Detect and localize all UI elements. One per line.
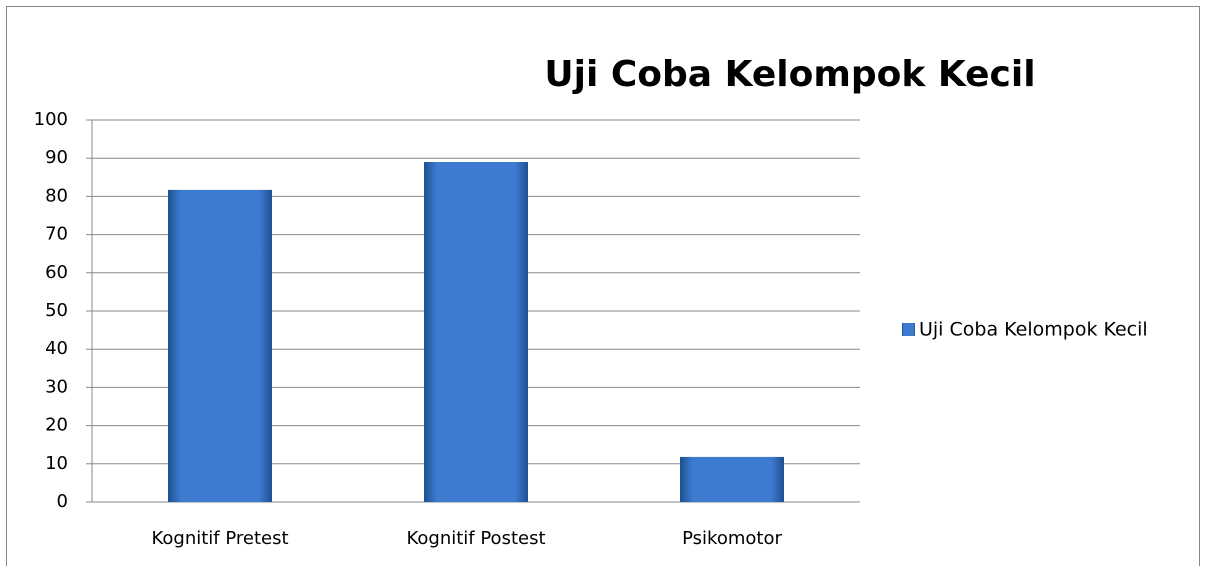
y-tick-label: 20 [45, 415, 68, 436]
y-tick-label: 10 [45, 453, 68, 474]
bar [424, 162, 528, 502]
chart-title: Uji Coba Kelompok Kecil [544, 54, 1035, 95]
x-tick-label: Kognitif Pretest [151, 528, 288, 549]
chart-frame [6, 6, 1200, 566]
y-tick-label: 100 [34, 109, 68, 130]
y-tick-label: 70 [45, 224, 68, 245]
y-tick-label: 0 [57, 491, 68, 512]
y-tick-label: 90 [45, 147, 68, 168]
x-tick-label: Psikomotor [682, 528, 782, 549]
legend-swatch [902, 323, 915, 336]
y-tick-label: 40 [45, 338, 68, 359]
y-tick-label: 60 [45, 262, 68, 283]
bar [680, 456, 784, 502]
y-tick-label: 30 [45, 376, 68, 397]
legend-label: Uji Coba Kelompok Kecil [919, 319, 1148, 341]
y-tick-label: 80 [45, 185, 68, 206]
y-tick-label: 50 [45, 300, 68, 321]
x-tick-label: Kognitif Postest [406, 528, 545, 549]
bar [168, 189, 272, 502]
